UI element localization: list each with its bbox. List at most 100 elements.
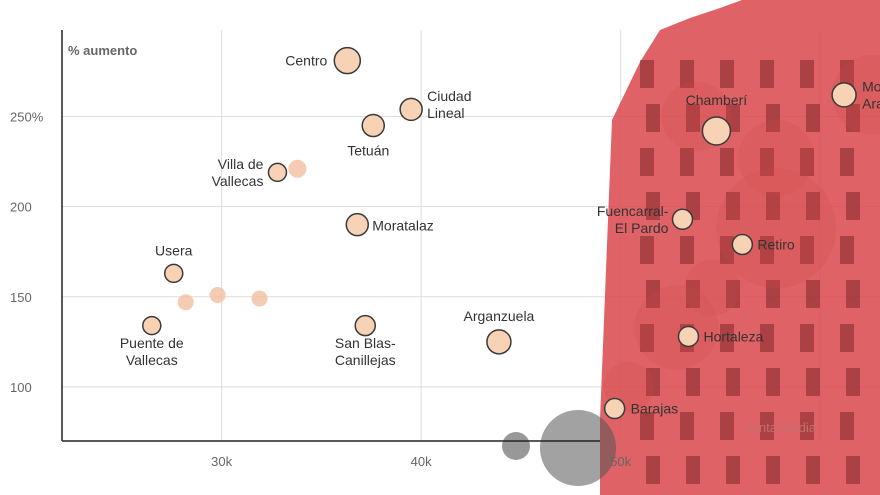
faded-point	[177, 294, 194, 311]
building-window	[720, 148, 734, 176]
building-window	[766, 192, 780, 220]
building-window	[640, 412, 654, 440]
building-window	[800, 324, 814, 352]
faded-point	[251, 290, 268, 307]
point-label-line: Villa de	[218, 156, 264, 172]
point-label: Retiro	[757, 237, 795, 253]
point-label-line: Hortaleza	[703, 328, 763, 344]
building-window	[726, 368, 740, 396]
point-label: Chamberí	[686, 92, 748, 108]
building-window	[760, 148, 774, 176]
data-points	[142, 46, 857, 420]
point-label-line: Lineal	[427, 105, 464, 121]
data-point	[677, 325, 700, 348]
y-axis-label: % aumento	[68, 43, 137, 58]
point-label-line: Ciudad	[427, 88, 471, 104]
building-window	[766, 368, 780, 396]
point-label-line: Vallecas	[212, 173, 264, 189]
building-window	[680, 236, 694, 264]
data-point	[333, 46, 362, 75]
building-window	[686, 368, 700, 396]
point-label-line: San Blas-	[335, 335, 396, 351]
building-window	[806, 368, 820, 396]
building-window	[800, 60, 814, 88]
building-window	[720, 412, 734, 440]
building-window	[760, 324, 774, 352]
point-label: Barajas	[631, 401, 678, 417]
x-tick-label: 40k	[411, 454, 432, 469]
point-label-line: Usera	[155, 242, 193, 258]
building-window	[800, 412, 814, 440]
point-label-line: Arganzuela	[464, 308, 535, 324]
building-window	[646, 280, 660, 308]
building-window	[760, 412, 774, 440]
building-window	[640, 324, 654, 352]
point-label: Villa de Vallecas	[212, 156, 264, 189]
data-point	[163, 263, 184, 284]
building-window	[846, 368, 860, 396]
point-label-line: Retiro	[757, 237, 795, 253]
x-tick-label: 50k	[610, 454, 631, 469]
building-window	[846, 192, 860, 220]
faded-bubble	[738, 119, 815, 196]
point-label: Centro	[285, 53, 327, 69]
data-point	[361, 113, 385, 138]
point-label: Puente de Vallecas	[120, 335, 184, 368]
building-window	[680, 60, 694, 88]
faded-bubble	[684, 259, 741, 316]
point-label-line: Chamberí	[686, 92, 748, 108]
building-window	[846, 104, 860, 132]
tree-foliage	[540, 410, 616, 486]
building-window	[726, 280, 740, 308]
building-window	[680, 148, 694, 176]
faded-point	[209, 286, 226, 303]
data-point	[486, 329, 512, 355]
building-window	[720, 324, 734, 352]
building-window	[640, 236, 654, 264]
faded-point	[288, 159, 307, 178]
building-window	[646, 456, 660, 484]
data-point	[831, 82, 857, 108]
x-axis-label: renta media	[747, 420, 816, 435]
building-window	[760, 60, 774, 88]
point-label-line: Barajas	[631, 401, 678, 417]
data-point	[345, 212, 370, 237]
data-point	[701, 116, 732, 146]
point-label-line: Puente de	[120, 335, 184, 351]
building-window	[840, 148, 854, 176]
building-window	[806, 192, 820, 220]
point-label-line: Tetuán	[347, 143, 389, 159]
x-tick-label: 30k	[211, 454, 232, 469]
point-label: Moratalaz	[372, 218, 433, 234]
building-window	[720, 60, 734, 88]
data-point	[354, 314, 377, 337]
point-label-line: Fuencarral-	[597, 203, 669, 219]
data-point	[731, 233, 754, 256]
point-label: San Blas-Canillejas	[335, 335, 396, 368]
point-label-line: Moratalaz	[372, 218, 433, 234]
building-window	[846, 280, 860, 308]
point-label: Ciudad Lineal	[427, 88, 471, 121]
building-window	[726, 192, 740, 220]
faded-bubble	[716, 168, 837, 289]
building-window	[806, 280, 820, 308]
point-label-line: Vallecas	[126, 352, 178, 368]
point-label: Hortaleza	[703, 328, 763, 344]
building-window-pattern	[640, 60, 860, 484]
building-window	[766, 280, 780, 308]
y-tick-label: 250%	[10, 110, 44, 125]
building-window	[686, 456, 700, 484]
point-label: Fuencarral-El Pardo	[597, 203, 669, 236]
building-window	[800, 148, 814, 176]
tree-foliage	[502, 432, 530, 460]
data-point	[603, 397, 626, 420]
building-window	[640, 148, 654, 176]
building-window	[766, 456, 780, 484]
point-label-line: Aravaca	[862, 95, 880, 111]
building-window	[646, 192, 660, 220]
y-tick-label: 150	[10, 290, 32, 305]
building-window	[840, 412, 854, 440]
